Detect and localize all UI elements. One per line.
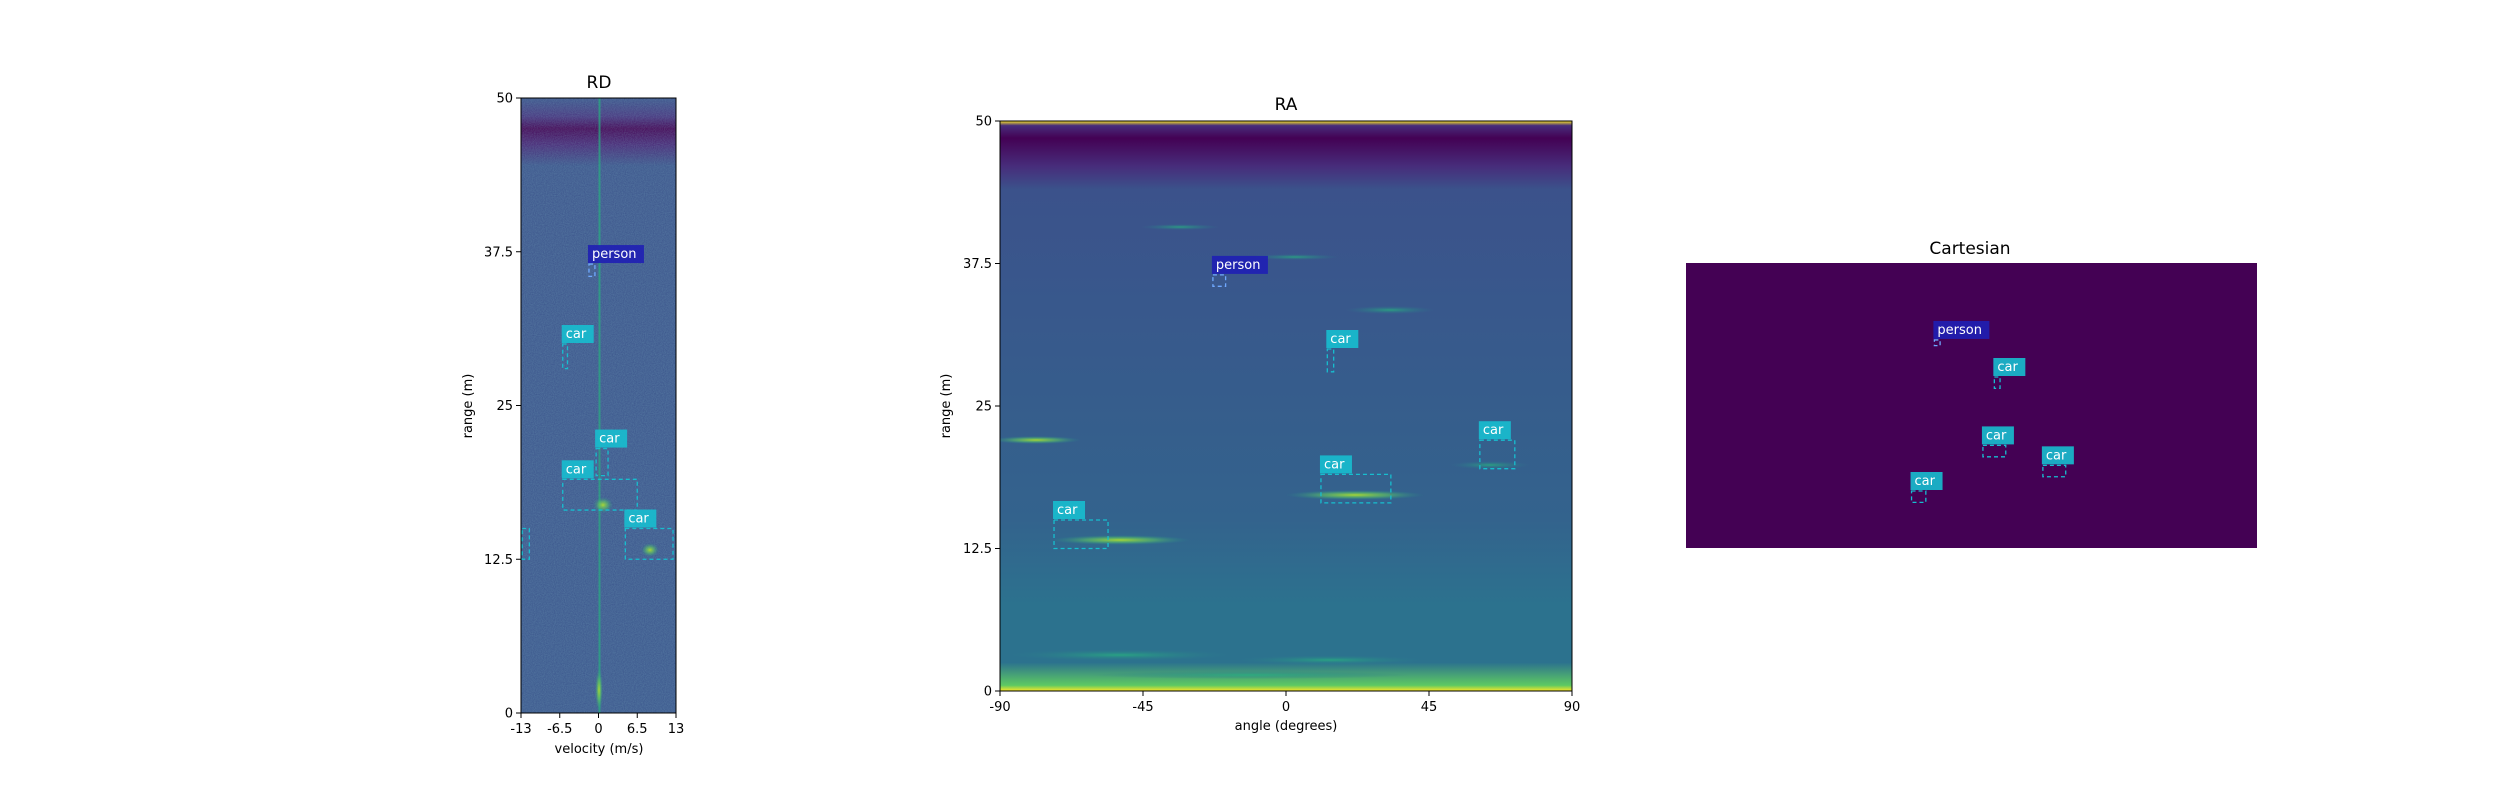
y-tick-label: 37.5: [484, 245, 513, 260]
detection-label-bg: [587, 245, 644, 264]
y-tick-label: 25: [975, 400, 992, 415]
rd-title: RD: [587, 73, 612, 93]
detection-label: car: [1324, 457, 1345, 472]
x-tick-label: -13: [510, 722, 531, 737]
detection-box: [521, 527, 530, 560]
ra-y-ticks: 0 12.5 25 37.5 50: [963, 115, 1000, 700]
x-tick-label: -90: [989, 700, 1010, 715]
detection-box: [1479, 439, 1516, 470]
detection-label-bg: [1910, 472, 1943, 490]
detection-box: [1053, 519, 1109, 550]
detection-box: [1982, 444, 2007, 458]
y-tick-label: 12.5: [963, 542, 992, 557]
detection-label: car: [1330, 332, 1351, 347]
detection-label: car: [599, 432, 620, 447]
rd-y-axis-label: range (m): [461, 374, 476, 439]
detection-label: person: [1216, 258, 1261, 273]
detection-label: car: [1057, 503, 1078, 518]
detection-box: [562, 478, 638, 511]
detection-label-bg: [1326, 330, 1359, 348]
detection-label-bg: [624, 509, 657, 528]
detection-label: car: [2046, 448, 2067, 463]
detection-label-bg: [561, 325, 594, 343]
y-tick-label: 0: [984, 685, 992, 700]
rd-x-ticks: -13 -6.5 0 6.5 13: [510, 713, 684, 737]
detection-label-bg: [595, 429, 628, 448]
detection-label: car: [566, 327, 587, 342]
ra-x-axis-label: angle (degrees): [1235, 719, 1338, 734]
detection-box: [595, 447, 609, 477]
x-tick-label: 0: [594, 722, 602, 737]
rd-panel: RD -13 -6.5 0 6.5 13 0 12.5 25 37.5 50 velocity …: [461, 73, 684, 757]
x-tick-label: 90: [1564, 700, 1581, 715]
y-tick-label: 25: [496, 399, 513, 414]
detection-label-bg: [1211, 255, 1268, 274]
detection-box: [562, 343, 569, 370]
ra-heatmap: [1000, 121, 1572, 691]
x-tick-label: 13: [668, 722, 685, 737]
y-tick-label: 12.5: [484, 553, 513, 568]
detection-label-bg: [1981, 426, 2014, 445]
detection-box: [1326, 348, 1335, 373]
detection-box: [1933, 339, 1941, 347]
detection-box: [588, 263, 596, 277]
ra-x-ticks: -90 -45 0 45 90: [989, 691, 1580, 715]
detection-box: [1320, 473, 1392, 504]
detection-box: [624, 527, 674, 560]
detection-label: person: [592, 247, 637, 262]
x-tick-label: 6.5: [627, 722, 648, 737]
rd-x-axis-label: velocity (m/s): [555, 742, 644, 757]
detection-label: car: [566, 462, 587, 477]
y-tick-label: 0: [505, 707, 513, 722]
cartesian-title: Cartesian: [1929, 239, 2010, 259]
detection-label: car: [628, 512, 649, 527]
cartesian-detections: person car car car car: [1910, 320, 2074, 504]
detection-label-bg: [1933, 320, 1990, 339]
detection-box: [1910, 490, 1927, 504]
y-tick-label: 37.5: [963, 257, 992, 272]
x-tick-label: -6.5: [547, 722, 572, 737]
detection-label-bg: [1319, 455, 1352, 474]
detection-label: car: [1986, 428, 2007, 443]
detection-label: car: [1915, 474, 1936, 489]
y-tick-label: 50: [975, 115, 992, 130]
ra-title: RA: [1275, 95, 1298, 115]
detection-label-bg: [1993, 358, 2026, 376]
rd-y-ticks: 0 12.5 25 37.5 50: [484, 92, 521, 722]
x-tick-label: 0: [1282, 700, 1290, 715]
ra-panel: RA -90 -45 0 45 90 0 12.5 25 37.5 50 angle (degr…: [939, 95, 1580, 734]
rd-heatmap: [521, 98, 676, 713]
detection-box: [1993, 376, 2001, 390]
detection-label: car: [1483, 423, 1504, 438]
detection-label-bg: [561, 460, 594, 479]
cartesian-background: [1686, 263, 2257, 548]
detection-label: car: [1997, 360, 2018, 375]
detection-label-bg: [1053, 501, 1086, 519]
cartesian-panel: Cartesian person car car car car: [1686, 239, 2257, 548]
x-tick-label: 45: [1421, 700, 1438, 715]
detection-box: [2042, 464, 2067, 478]
x-tick-label: -45: [1132, 700, 1153, 715]
ra-detections: person car car car car: [1053, 255, 1516, 550]
detection-label-bg: [1478, 421, 1511, 440]
detection-label-bg: [2041, 446, 2074, 465]
ra-y-axis-label: range (m): [939, 374, 954, 439]
y-tick-label: 50: [496, 92, 513, 107]
detection-box: [1212, 274, 1227, 287]
detection-label: person: [1937, 323, 1982, 338]
